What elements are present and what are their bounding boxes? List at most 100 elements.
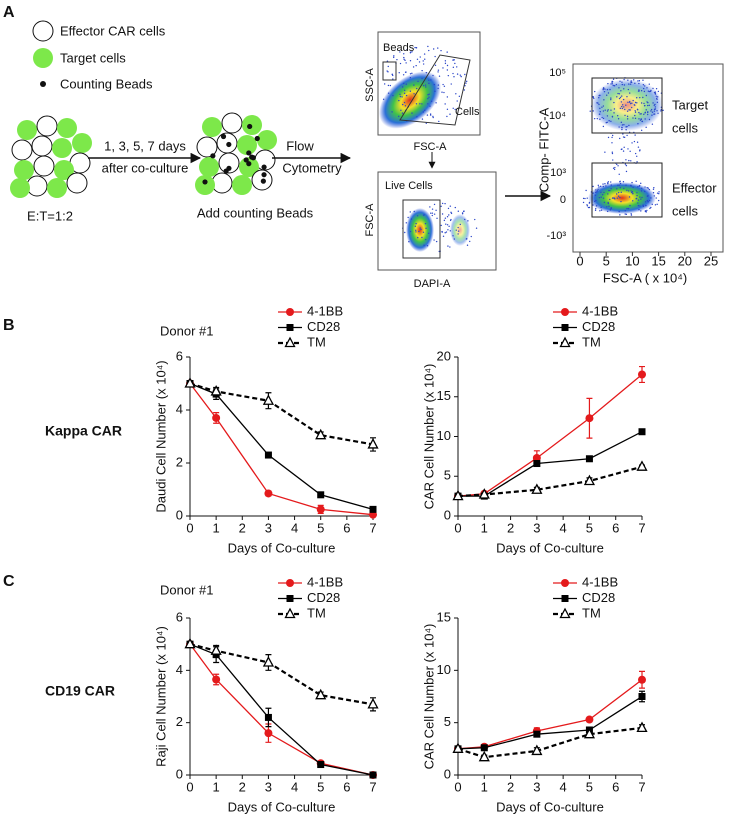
- dot: [627, 101, 629, 104]
- cell: [14, 160, 34, 180]
- line-chart: 0 5 10 15 0 1 2 3 4 5 6 7 CAR Cell Number (x 10⁴) Day…: [421, 574, 648, 814]
- x-tick-label: 6: [343, 520, 350, 535]
- dot: [453, 238, 456, 240]
- dot: [631, 102, 633, 104]
- dot: [447, 229, 449, 231]
- step-text: Cytometry: [282, 160, 342, 175]
- y-axis-label: Raji Cell Number (x 10⁴): [153, 626, 168, 767]
- dot: [629, 109, 631, 111]
- dot: [431, 214, 434, 217]
- x-axis-label: Days of Co-culture: [228, 540, 336, 555]
- dot: [602, 105, 605, 107]
- dot: [459, 74, 462, 76]
- dot: [399, 93, 401, 96]
- dot: [645, 204, 647, 207]
- cell: [239, 157, 259, 177]
- dot: [625, 164, 628, 167]
- dot: [640, 129, 643, 132]
- y-tick-label: 15: [437, 609, 451, 624]
- dot: [600, 196, 602, 198]
- dot: [655, 88, 658, 90]
- bead: [202, 179, 208, 185]
- point: [533, 460, 541, 468]
- dot: [657, 112, 659, 114]
- bead: [226, 141, 232, 148]
- dot: [623, 88, 625, 90]
- dot: [617, 184, 619, 186]
- dot: [639, 196, 641, 198]
- dot: [409, 230, 412, 233]
- dot: [626, 207, 628, 210]
- bead: [226, 165, 232, 171]
- dot: [596, 190, 599, 192]
- point: [585, 715, 594, 724]
- dot: [642, 96, 644, 99]
- dot: [654, 108, 657, 110]
- dot: [399, 95, 402, 98]
- dot: [636, 192, 638, 194]
- dot: [646, 113, 649, 116]
- dot: [647, 187, 649, 189]
- dot: [584, 197, 586, 200]
- dot: [426, 114, 429, 116]
- dot: [630, 213, 632, 215]
- dot: [391, 111, 393, 113]
- series-line: [189, 643, 374, 776]
- dot: [639, 149, 641, 151]
- dot: [615, 83, 618, 86]
- legend-label: TM: [307, 605, 326, 620]
- dot: [430, 79, 432, 81]
- point: [531, 483, 543, 494]
- dot: [422, 63, 425, 65]
- dot: [634, 82, 636, 85]
- dot: [613, 112, 615, 114]
- dot: [647, 201, 650, 203]
- x-tick-label: 3: [265, 520, 272, 535]
- dot: [603, 90, 606, 93]
- dot: [600, 206, 602, 209]
- dot: [626, 134, 628, 137]
- dot: [428, 79, 430, 81]
- dot: [392, 78, 394, 80]
- dot: [623, 106, 625, 108]
- dot: [624, 163, 627, 165]
- bead: [210, 153, 216, 159]
- dot: [405, 94, 408, 97]
- dot: [386, 70, 388, 72]
- dot: [587, 206, 590, 209]
- dot: [446, 64, 449, 67]
- dot: [450, 211, 452, 214]
- dot: [443, 85, 446, 88]
- dot: [445, 231, 448, 233]
- gate: [382, 61, 397, 81]
- x-tick-label: 2: [507, 520, 514, 535]
- dot: [641, 120, 643, 123]
- dot: [443, 219, 446, 222]
- dot: [640, 210, 642, 212]
- dot: [433, 239, 435, 241]
- dot: [415, 222, 417, 225]
- density: [588, 182, 656, 214]
- dot: [433, 83, 436, 86]
- dot: [457, 226, 459, 229]
- dot: [618, 210, 620, 213]
- dot: [643, 90, 646, 93]
- facs-x-tick: 15: [651, 253, 665, 268]
- dot: [646, 87, 648, 89]
- dot: [623, 136, 626, 139]
- gate-label: Beads: [383, 42, 415, 54]
- dot: [625, 213, 628, 216]
- dot: [656, 192, 659, 194]
- legend-marker: [286, 324, 294, 331]
- dot: [639, 205, 641, 207]
- x-tick-label: 1: [481, 779, 488, 794]
- dot: [630, 81, 633, 84]
- facs-x-tick: 10: [625, 253, 639, 268]
- dot: [398, 115, 400, 118]
- dot: [640, 113, 642, 115]
- dot: [653, 113, 655, 115]
- dot: [599, 94, 601, 96]
- dot: [463, 210, 465, 212]
- dot: [604, 88, 606, 90]
- dot: [415, 231, 417, 233]
